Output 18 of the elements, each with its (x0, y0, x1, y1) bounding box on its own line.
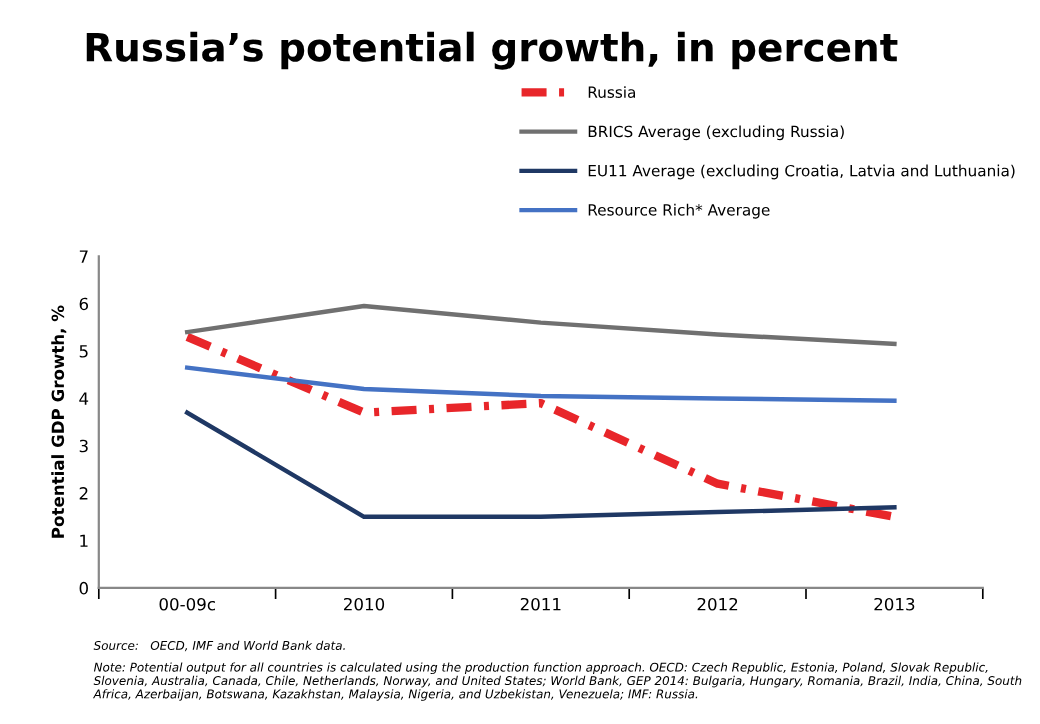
y-tick-label: 3 (79, 439, 88, 453)
y-tick-label: 0 (79, 581, 88, 595)
line-series (184, 410, 897, 520)
x-tick-label: 2013 (874, 597, 915, 611)
y-tick-label: 7 (79, 250, 88, 263)
chart-title: Russia’s potential growth, in percent (86, 31, 898, 70)
y-tick-label: 6 (79, 297, 89, 311)
line-series (184, 365, 897, 403)
x-tick-label: 2011 (520, 597, 561, 611)
y-tick-label: 5 (79, 345, 88, 358)
y-tick-label: 2 (79, 487, 88, 500)
y-tick-label: 1 (80, 534, 88, 547)
y-axis-title: Potential GDP Growth, % (51, 305, 67, 538)
x-tick-label: 00-09c (159, 597, 215, 611)
x-tick-label: 2010 (344, 597, 385, 611)
x-tick-label: 2012 (697, 597, 738, 611)
y-tick-label: 4 (79, 392, 89, 405)
line-series (184, 303, 897, 347)
